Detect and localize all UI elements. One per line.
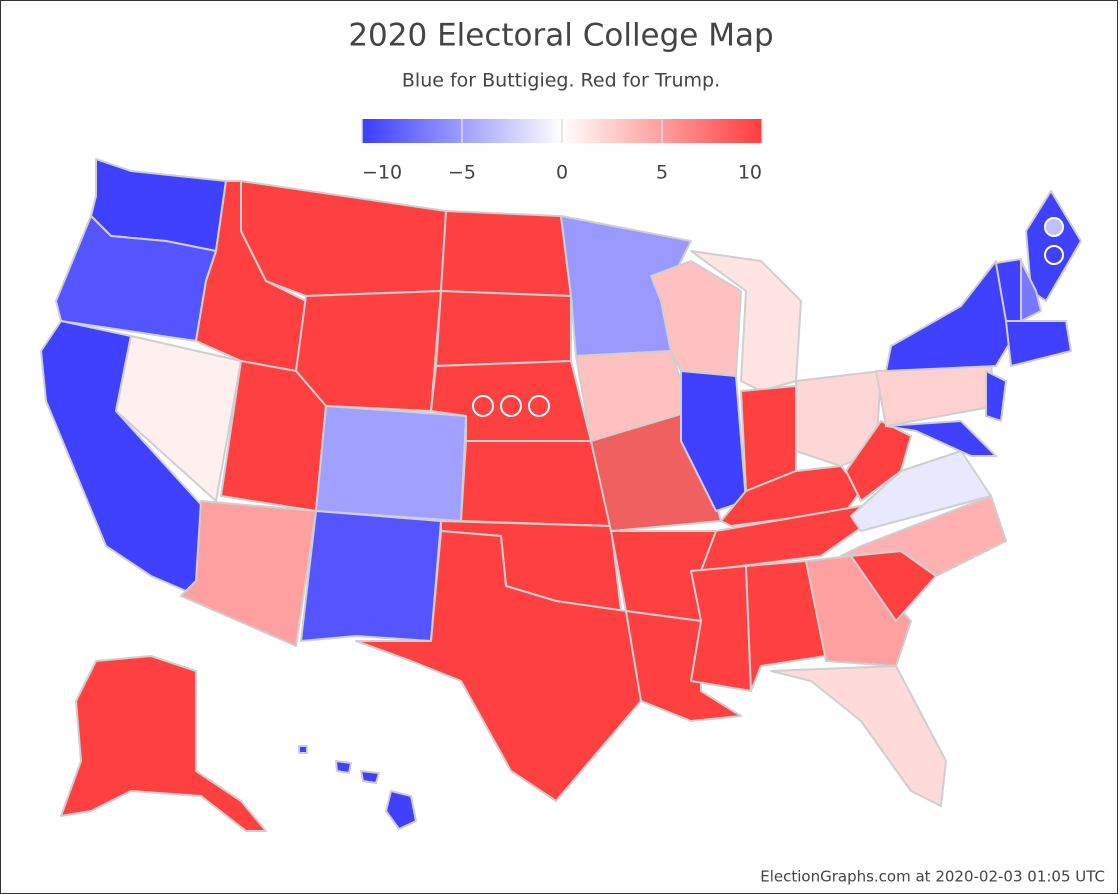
state	[460, 440, 612, 527]
legend-tick-label: −10	[362, 162, 402, 184]
state	[850, 450, 992, 532]
state	[845, 420, 912, 502]
state	[355, 530, 642, 802]
state	[885, 420, 997, 457]
state	[300, 510, 442, 642]
district-marker	[472, 395, 494, 417]
state	[805, 555, 912, 667]
footer: ElectionGraphs.com at 2020-02-03 01:05 U…	[760, 868, 1105, 886]
state	[298, 745, 308, 754]
district-marker	[500, 395, 522, 417]
state	[385, 790, 417, 830]
subtitle: Blue for Buttigieg. Red for Trump.	[402, 70, 720, 92]
state	[690, 565, 752, 692]
state	[180, 500, 317, 647]
state	[700, 505, 872, 572]
state	[440, 210, 572, 297]
state	[885, 260, 1012, 372]
state	[60, 655, 267, 832]
state	[295, 290, 442, 412]
title: 2020 Electoral College Map	[348, 18, 773, 54]
district-marker	[1044, 217, 1064, 237]
state	[875, 365, 997, 427]
state	[745, 560, 827, 692]
state	[435, 290, 572, 367]
legend-tick-label: 10	[738, 162, 762, 184]
state	[690, 250, 802, 392]
state	[240, 180, 447, 297]
state	[315, 405, 467, 522]
state	[335, 760, 352, 774]
state	[1005, 320, 1072, 367]
state	[115, 335, 242, 502]
states	[40, 158, 1082, 832]
state	[680, 370, 747, 512]
district-marker	[1044, 245, 1064, 265]
district-marker	[528, 395, 550, 417]
legend-tick-label: 0	[556, 162, 568, 184]
state	[985, 370, 1007, 422]
legend-tick-label: 5	[656, 162, 668, 184]
legend-tick-label: −5	[448, 162, 476, 184]
state	[360, 770, 380, 784]
state	[770, 665, 947, 807]
